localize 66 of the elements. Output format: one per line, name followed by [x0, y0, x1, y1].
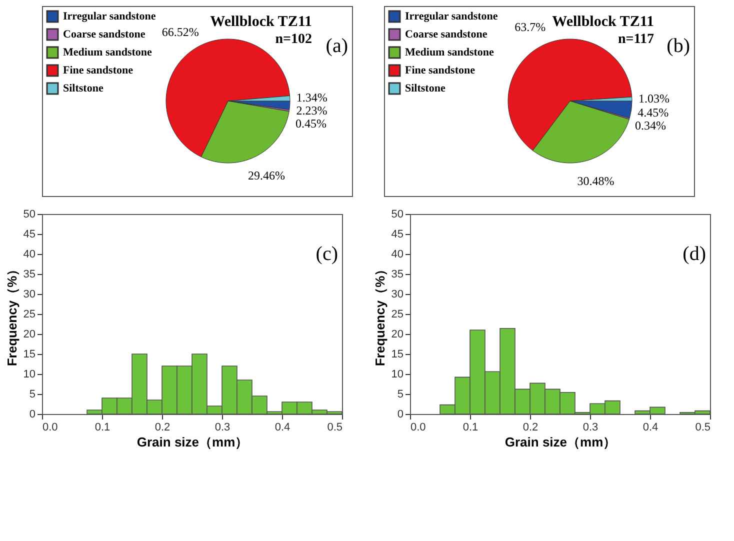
legend-label: Siltstone	[63, 82, 104, 94]
data-label: 0.34%	[634, 118, 666, 133]
x-tick-label: 0.1	[94, 422, 110, 434]
y-tick-label: 40	[391, 248, 404, 260]
data-label: 66.52%	[162, 24, 199, 39]
text: n=102	[275, 32, 312, 47]
y-tick-label: 5	[29, 388, 36, 400]
legend-label: Medium sandstone	[63, 46, 152, 58]
x-tick-label: 0.5	[695, 422, 710, 434]
y-tick-label: 5	[397, 388, 404, 400]
x-tick-label: 0.3	[214, 422, 230, 434]
text: (b)	[666, 35, 690, 57]
legend-label: Coarse sandstone	[63, 28, 146, 40]
y-tick-label: 50	[23, 208, 36, 220]
data-label: 2.23%	[296, 103, 328, 118]
y-tick-label: 25	[23, 308, 36, 320]
data-label: 1.03%	[638, 91, 670, 106]
annotation: (c)	[316, 243, 338, 265]
y-tick-label: 20	[23, 328, 36, 340]
y-tick-label: 45	[23, 228, 36, 240]
data-label: 63.7%	[514, 20, 546, 34]
data-label: 1.34%	[296, 90, 328, 104]
legend-label: Irregular sandstone	[63, 10, 156, 22]
data-label: 30.48%	[577, 174, 614, 188]
x-tick-label: 0.0	[410, 422, 426, 434]
data-label: 29.46%	[248, 168, 286, 183]
x-tick-label: 0.2	[522, 422, 538, 434]
y-tick-label: 35	[391, 268, 404, 280]
x-tick-label: 0.4	[642, 422, 658, 434]
y-tick-label: 35	[23, 268, 36, 280]
y-tick-label: 30	[391, 288, 404, 300]
chart-title: Wellblock TZ11	[210, 14, 312, 30]
y-tick-label: 10	[23, 368, 36, 380]
annotation: (d)	[682, 243, 706, 265]
legend-label: Fine sandstone	[405, 64, 476, 76]
legend-label: Medium sandstone	[405, 46, 494, 58]
x-tick-label: 0.4	[274, 422, 290, 434]
y-tick-label: 40	[23, 248, 36, 260]
x-tick-label: 0.5	[327, 422, 342, 434]
y-tick-label: 10	[391, 368, 404, 380]
legend-label: Siltstone	[405, 82, 446, 94]
y-tick-label: 0	[29, 408, 36, 420]
text: (a)	[326, 35, 348, 57]
y-tick-label: 20	[391, 328, 404, 340]
y-tick-label: 0	[397, 408, 404, 420]
y-tick-label: 15	[391, 348, 404, 360]
x-tick-label: 0.2	[154, 422, 170, 434]
chart-title: Wellblock TZ11	[552, 14, 654, 30]
x-tick-label: 0.1	[462, 422, 478, 434]
y-tick-label: 50	[391, 208, 404, 220]
x-tick-label: 0.3	[582, 422, 598, 434]
x-tick-label: 0.0	[42, 422, 58, 434]
x-axis-title: Grain size（mm）	[504, 434, 616, 450]
y-tick-label: 45	[391, 228, 404, 240]
data-label: 0.45%	[296, 116, 327, 130]
y-axis-title: Frequency（%）	[4, 262, 20, 366]
x-axis-title: Grain size（mm）	[136, 434, 248, 450]
legend-label: Coarse sandstone	[405, 28, 488, 40]
data-label: 4.45%	[638, 106, 669, 120]
legend-label: Fine sandstone	[63, 64, 134, 76]
y-tick-label: 15	[23, 348, 36, 360]
y-tick-label: 30	[23, 288, 36, 300]
y-axis-title: Frequency（%）	[372, 262, 388, 366]
legend-label: Irregular sandstone	[405, 10, 498, 22]
text: n=117	[618, 32, 654, 47]
y-tick-label: 25	[391, 308, 404, 320]
